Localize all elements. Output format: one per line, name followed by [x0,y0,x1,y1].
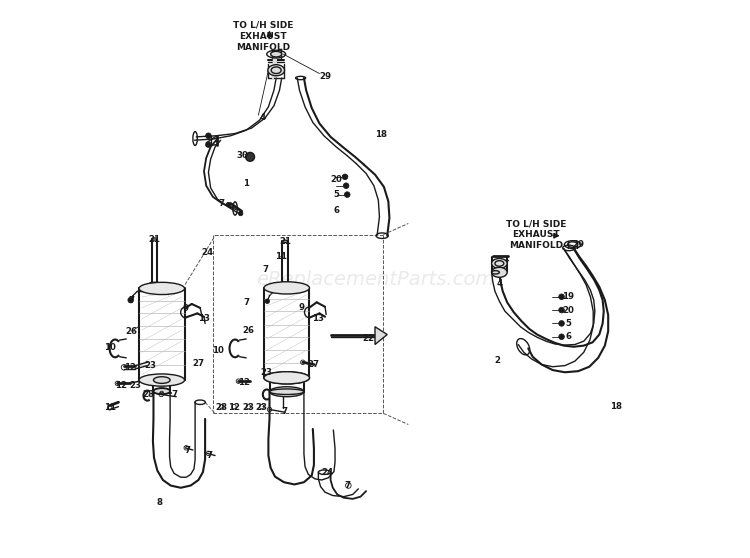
Text: 18: 18 [610,402,622,411]
Ellipse shape [154,377,170,383]
Circle shape [238,211,243,216]
Text: 21: 21 [148,234,160,243]
Text: 5: 5 [333,190,339,199]
Text: 5: 5 [566,319,572,328]
Circle shape [344,183,349,189]
Text: 7: 7 [218,199,224,208]
Ellipse shape [152,282,157,285]
Ellipse shape [268,65,284,76]
Text: 19: 19 [562,292,574,301]
Ellipse shape [271,51,282,57]
Circle shape [226,203,231,207]
Ellipse shape [491,267,507,277]
Circle shape [559,294,564,300]
Text: 27: 27 [193,359,205,368]
Text: 23: 23 [129,381,141,390]
Text: 28: 28 [216,403,228,412]
Ellipse shape [139,282,184,295]
Text: 23: 23 [256,403,268,412]
Text: 22: 22 [362,334,374,344]
Circle shape [265,299,269,304]
Text: 29: 29 [572,240,584,249]
Text: 13: 13 [198,315,210,324]
Text: 4: 4 [496,279,502,288]
Text: 7: 7 [184,445,190,455]
Text: 8: 8 [157,498,163,507]
Text: 7: 7 [206,451,212,460]
Ellipse shape [264,372,310,384]
Text: 30: 30 [237,151,249,160]
Text: 7: 7 [129,296,135,305]
Text: 29: 29 [319,72,331,81]
Text: 12: 12 [228,403,240,412]
Ellipse shape [491,258,507,268]
Text: TO L/H SIDE
EXHAUST
MANIFOLD: TO L/H SIDE EXHAUST MANIFOLD [232,21,293,52]
Text: 10: 10 [212,345,224,354]
Text: 4: 4 [260,113,266,123]
Text: TO L/H SIDE
EXHAUST
MANIFOLD: TO L/H SIDE EXHAUST MANIFOLD [506,219,566,250]
Text: 7: 7 [171,390,177,399]
Text: 12: 12 [115,381,127,390]
Polygon shape [375,327,387,344]
Circle shape [559,321,564,326]
Text: 10: 10 [104,343,116,352]
Text: 7: 7 [243,298,249,307]
Circle shape [344,192,350,198]
Circle shape [246,152,254,161]
Text: 21: 21 [279,237,291,246]
Ellipse shape [139,374,184,386]
Text: 26: 26 [242,325,254,335]
Circle shape [128,297,133,303]
Ellipse shape [264,372,310,384]
Text: 23: 23 [242,403,254,412]
Ellipse shape [264,282,310,294]
Text: 2: 2 [494,355,500,364]
Text: 9: 9 [298,304,304,312]
Text: 6: 6 [566,332,572,341]
Text: 11: 11 [104,403,116,412]
Text: 6: 6 [333,206,339,215]
Text: 11: 11 [274,252,286,261]
Ellipse shape [282,240,288,242]
Text: 23: 23 [145,361,157,370]
Text: 27: 27 [308,360,320,369]
Circle shape [559,334,564,339]
Ellipse shape [154,388,170,395]
Text: 9: 9 [182,304,188,313]
Circle shape [206,133,212,138]
Text: 13: 13 [312,315,324,324]
Circle shape [206,142,212,147]
Text: 18: 18 [374,130,386,139]
Text: 23: 23 [260,368,272,377]
Circle shape [559,307,564,313]
Text: 7: 7 [262,264,268,273]
Text: eReplacementParts.com: eReplacementParts.com [256,270,494,288]
Text: 28: 28 [142,390,154,399]
Ellipse shape [269,387,304,397]
Text: 7: 7 [344,481,350,490]
Text: 24: 24 [201,248,214,257]
Text: 12: 12 [124,363,136,372]
Text: 12: 12 [238,378,250,387]
Text: 20: 20 [562,306,574,315]
Ellipse shape [282,282,288,285]
Text: 26: 26 [126,326,138,336]
Circle shape [342,174,348,180]
Ellipse shape [152,238,157,240]
Text: 24: 24 [321,468,333,477]
Text: 1: 1 [243,179,249,188]
Text: 7: 7 [281,407,287,416]
Text: 20: 20 [330,175,342,184]
